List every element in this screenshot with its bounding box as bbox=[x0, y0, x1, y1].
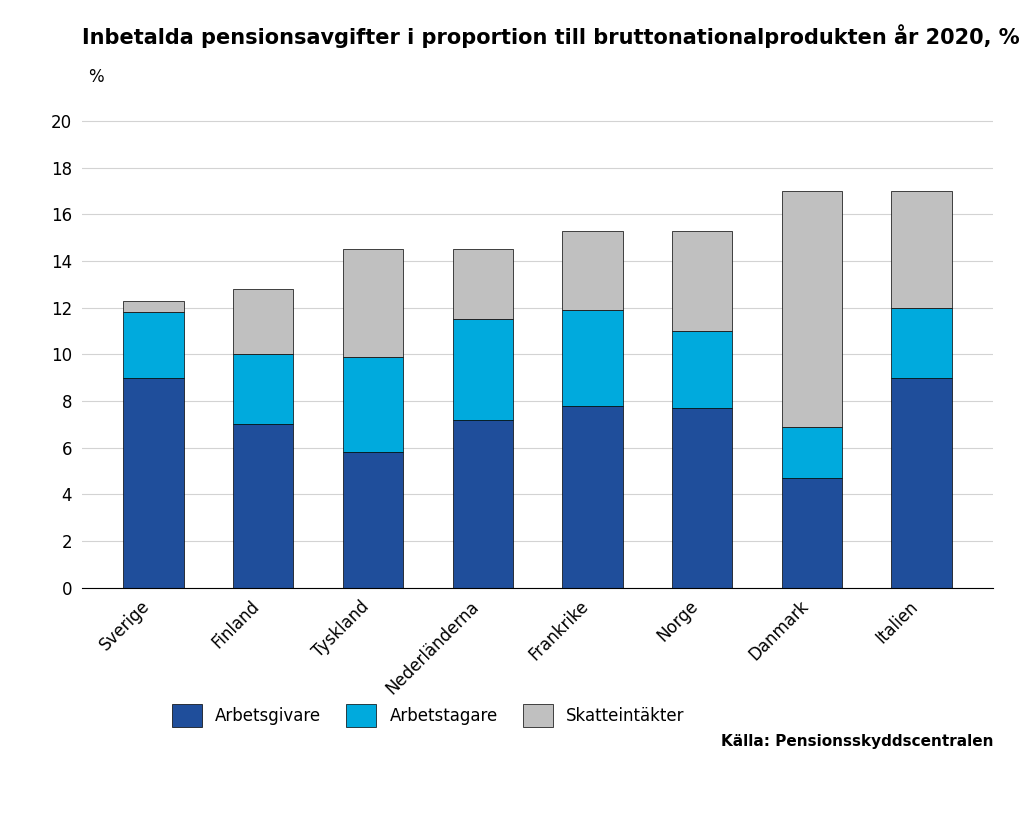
Bar bbox=[781, 478, 842, 588]
Bar bbox=[892, 378, 952, 588]
Bar bbox=[123, 378, 183, 588]
Bar bbox=[562, 310, 623, 406]
Bar bbox=[781, 427, 842, 478]
Bar bbox=[672, 231, 732, 331]
Bar bbox=[562, 231, 623, 310]
Bar bbox=[343, 357, 403, 452]
Bar bbox=[343, 250, 403, 357]
Bar bbox=[672, 408, 732, 588]
Bar bbox=[781, 191, 842, 427]
Legend: Arbetsgivare, Arbetstagare, Skatteintäkter: Arbetsgivare, Arbetstagare, Skatteintäkt… bbox=[172, 703, 685, 727]
Bar bbox=[343, 452, 403, 588]
Text: Källa: Pensionsskyddscentralen: Källa: Pensionsskyddscentralen bbox=[721, 734, 993, 749]
Bar bbox=[123, 313, 183, 378]
Bar bbox=[233, 289, 294, 354]
Bar bbox=[453, 319, 513, 419]
Bar bbox=[892, 191, 952, 308]
Bar bbox=[562, 406, 623, 588]
Bar bbox=[892, 308, 952, 378]
Text: Inbetalda pensionsavgifter i proportion till bruttonationalprodukten år 2020, %: Inbetalda pensionsavgifter i proportion … bbox=[82, 24, 1020, 48]
Bar bbox=[233, 354, 294, 424]
Bar bbox=[123, 301, 183, 313]
Bar bbox=[453, 250, 513, 319]
Text: %: % bbox=[88, 69, 103, 86]
Bar bbox=[233, 424, 294, 588]
Bar bbox=[672, 331, 732, 408]
Bar bbox=[453, 419, 513, 588]
